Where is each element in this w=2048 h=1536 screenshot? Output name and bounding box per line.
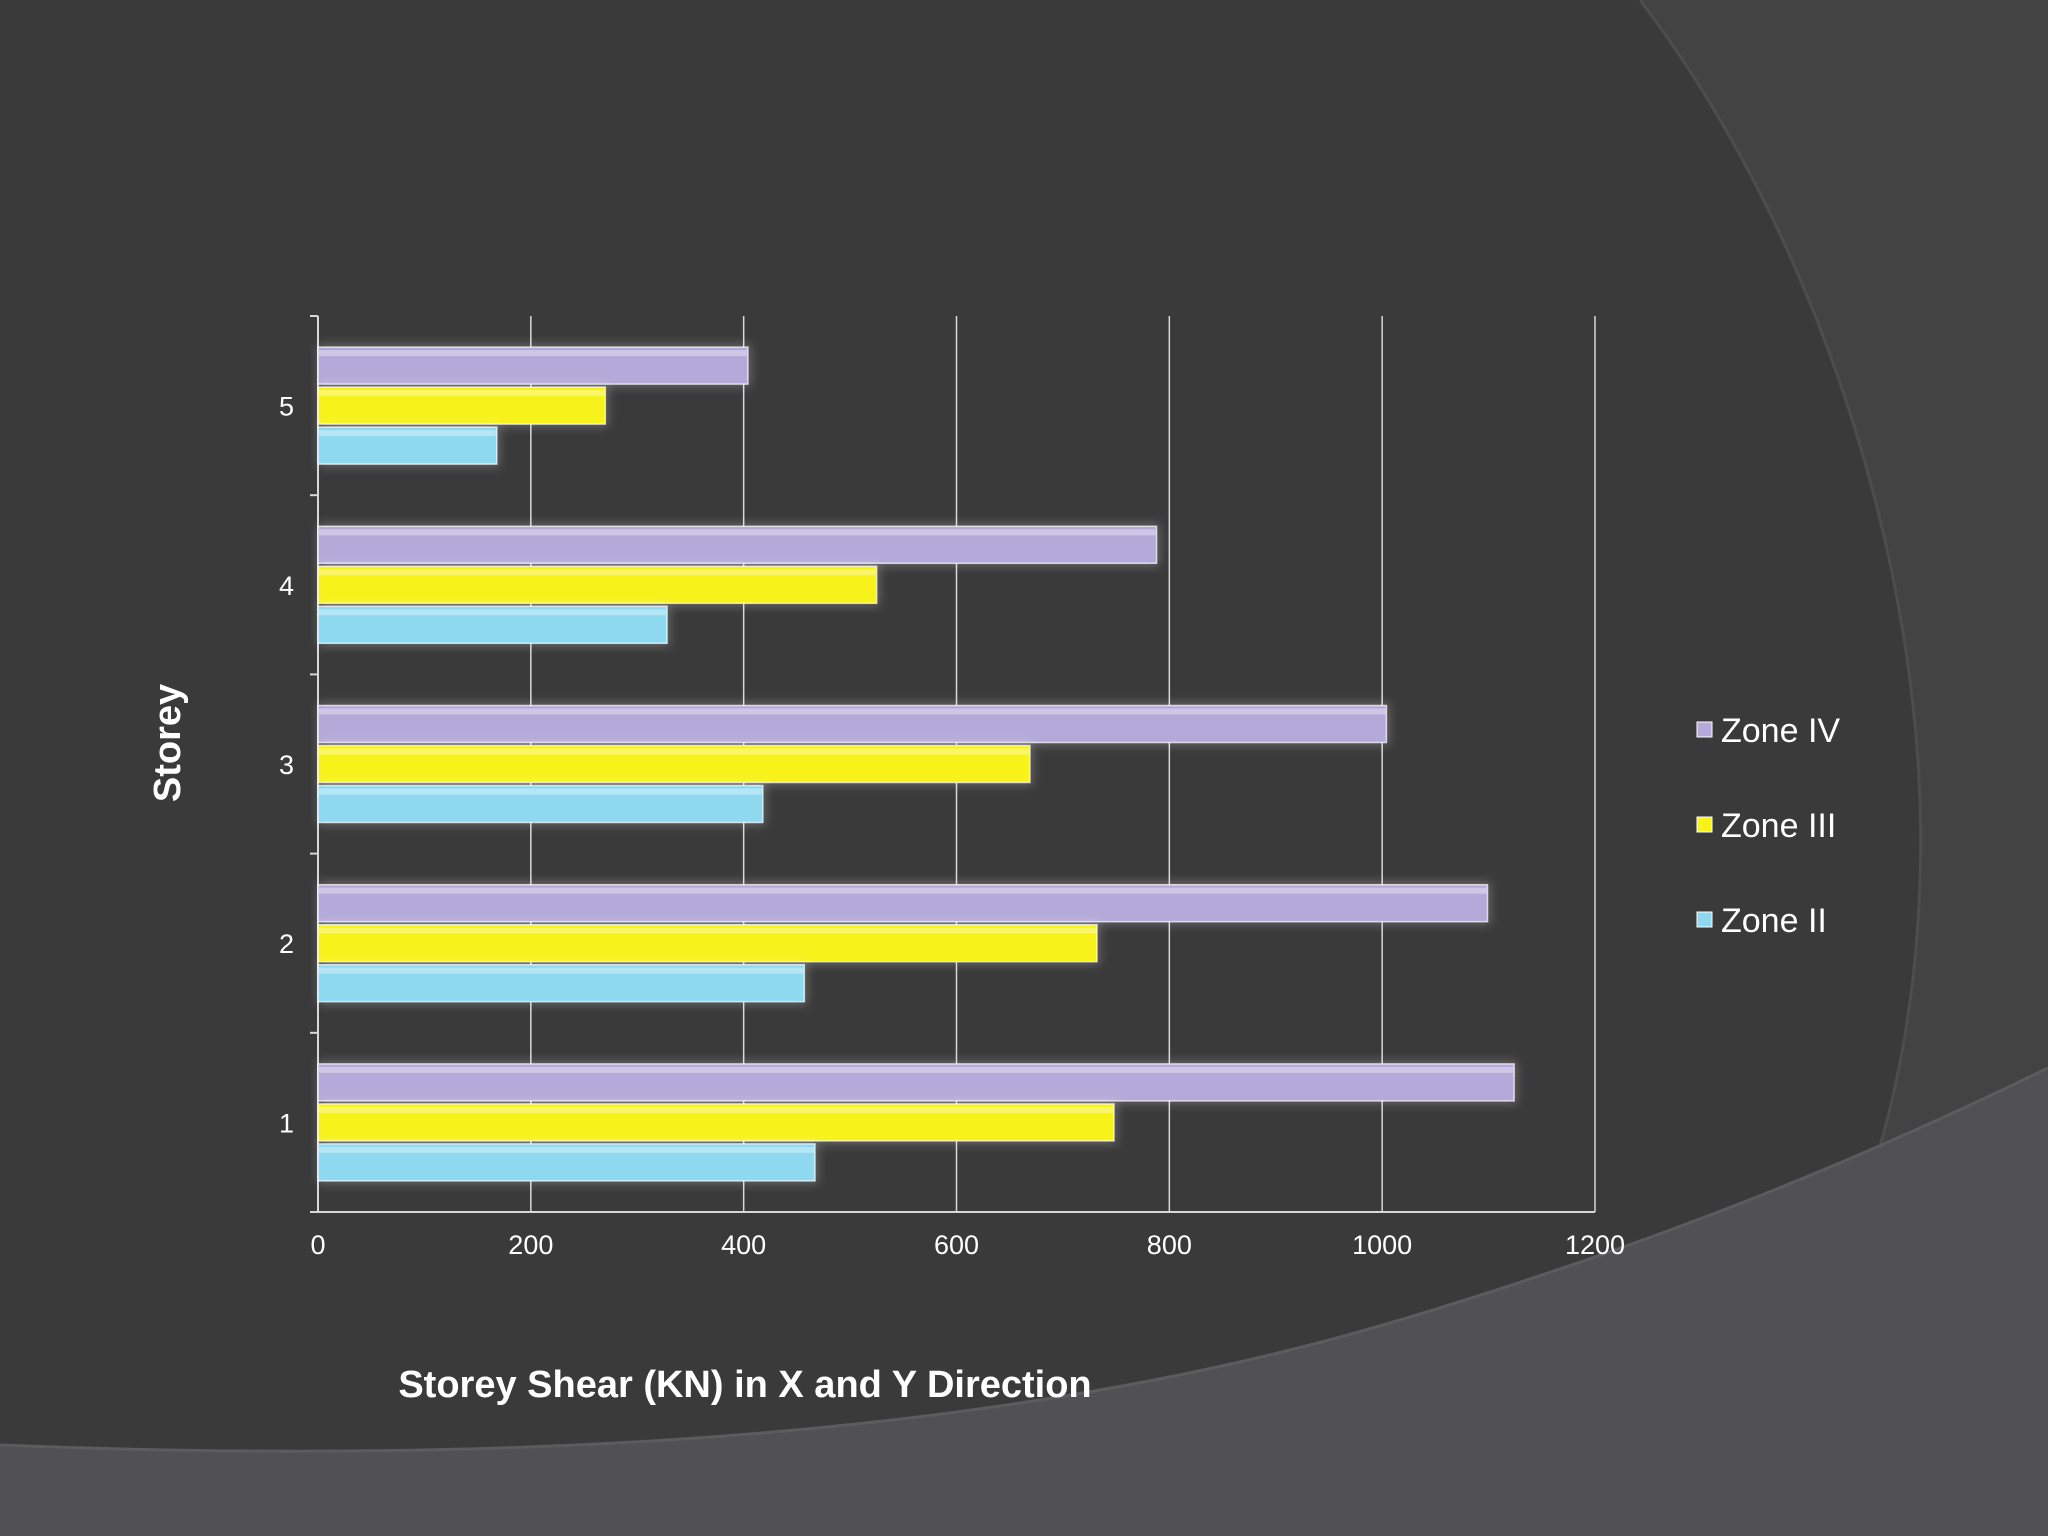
y-axis-title: Storey: [147, 684, 189, 802]
bar-highlight: [319, 967, 804, 974]
bars: [317, 344, 1518, 1184]
bar-highlight: [319, 569, 876, 576]
legend-label: Zone III: [1721, 807, 1836, 845]
bar-highlight: [319, 887, 1487, 894]
bar-zone-iv-storey-4: [317, 525, 1158, 565]
x-tick-label: 1200: [1565, 1230, 1625, 1260]
tick-labels: 0 200 400 600 800 1000 1200 1 2 3 4 5: [279, 392, 1625, 1260]
legend: Zone IV Zone III Zone II: [1696, 712, 1840, 940]
legend-label: Zone IV: [1721, 712, 1840, 750]
x-tick-label: 0: [310, 1230, 325, 1260]
bar-zone-ii-storey-1: [317, 1143, 816, 1182]
bar-zone-iii-storey-2: [317, 923, 1098, 963]
bar-highlight: [319, 1106, 1113, 1113]
y-tick-label: 4: [279, 571, 294, 601]
y-tick-label: 5: [279, 392, 294, 422]
x-tick-label: 400: [721, 1230, 766, 1260]
bar-highlight: [319, 708, 1386, 715]
bar-zone-iii-storey-3: [317, 744, 1031, 784]
y-tick-label: 1: [279, 1108, 294, 1138]
bar-zone-iv-storey-3: [317, 704, 1388, 744]
y-tick-label: 2: [279, 929, 294, 959]
bar-zone-iv-storey-2: [317, 883, 1489, 923]
bar-zone-ii-storey-3: [317, 784, 764, 824]
bar-highlight: [319, 609, 667, 616]
bar-zone-iv-storey-1: [317, 1063, 1515, 1102]
x-tick-label: 800: [1147, 1230, 1192, 1260]
bar-highlight: [319, 927, 1096, 934]
bar-highlight: [319, 788, 762, 795]
x-tick-label: 1000: [1352, 1230, 1412, 1260]
bar-zone-ii-storey-5: [317, 426, 498, 465]
bar-highlight: [319, 1146, 814, 1153]
bar-highlight: [319, 529, 1156, 536]
x-tick-label: 200: [508, 1230, 553, 1260]
bar-zone-iii-storey-1: [317, 1103, 1115, 1142]
bar-highlight: [319, 350, 747, 357]
legend-swatch: [1696, 816, 1713, 833]
bar-highlight: [319, 1066, 1514, 1073]
legend-swatch: [1696, 911, 1713, 928]
x-axis-title: Storey Shear (KN) in X and Y Direction: [398, 1364, 1091, 1406]
bar-zone-ii-storey-2: [317, 963, 806, 1003]
y-tick-label: 3: [279, 750, 294, 780]
bar-highlight: [319, 430, 496, 437]
bar-highlight: [319, 390, 605, 397]
bar-zone-ii-storey-4: [317, 605, 668, 645]
x-tick-label: 600: [934, 1230, 979, 1260]
legend-label: Zone II: [1721, 902, 1827, 940]
legend-swatch: [1696, 721, 1713, 738]
bar-highlight: [319, 748, 1029, 755]
